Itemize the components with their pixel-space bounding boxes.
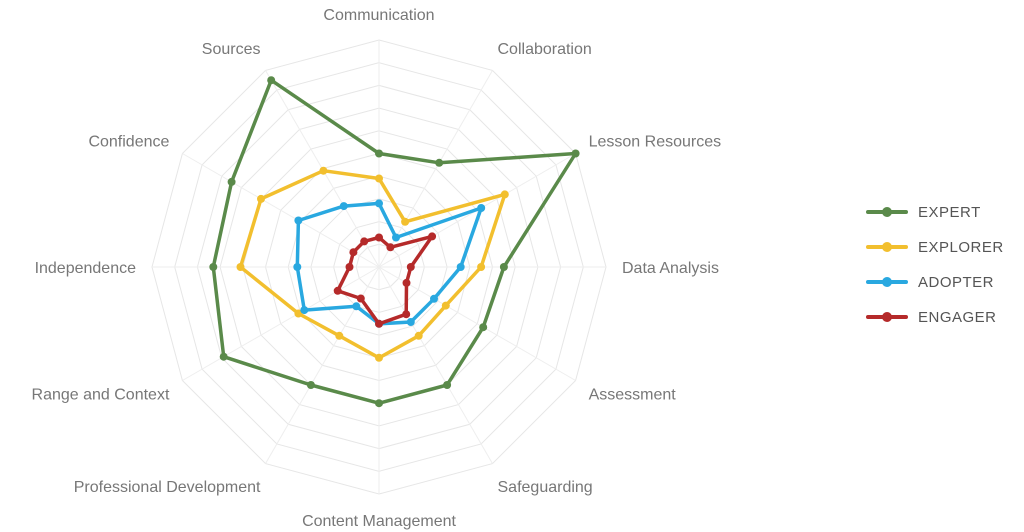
data-point-adopter (300, 306, 309, 315)
data-point-explorer (500, 190, 509, 199)
data-point-adopter (392, 233, 400, 242)
data-point-explorer (375, 353, 383, 362)
legend-label: ADOPTER (918, 273, 995, 291)
data-point-explorer (401, 217, 410, 226)
grid-spoke (378, 266, 493, 464)
data-point-expert (227, 177, 236, 186)
axis-label-confidence: Confidence (88, 134, 169, 151)
data-point-expert (306, 381, 315, 389)
data-point-engager (356, 294, 365, 303)
data-point-explorer (477, 263, 486, 271)
data-point-explorer (441, 301, 450, 310)
data-point-expert (209, 263, 218, 271)
axis-label-range-and-context: Range and Context (32, 387, 170, 404)
legend-label: EXPLORER (918, 238, 1004, 256)
grid-spoke (182, 153, 380, 268)
data-point-expert (375, 149, 383, 158)
data-point-engager (428, 232, 437, 241)
data-point-engager (349, 248, 358, 257)
legend: EXPERT EXPLORER ADOPTER ENGAGER (862, 200, 1022, 340)
radar-grid (151, 39, 607, 495)
axis-label-safeguarding: Safeguarding (498, 479, 593, 496)
axis-label-independence: Independence (35, 260, 137, 277)
legend-swatch (862, 274, 912, 290)
legend-swatch (862, 309, 912, 325)
legend-item-adopter: ADOPTER (862, 270, 1022, 294)
legend-item-explorer: EXPLORER (862, 235, 1022, 259)
data-point-engager (333, 286, 342, 295)
series-adopter (293, 199, 486, 328)
data-point-expert (435, 158, 444, 167)
axis-label-sources: Sources (202, 41, 261, 58)
data-point-adopter (456, 263, 465, 271)
data-point-expert (443, 381, 452, 389)
legend-swatch (862, 204, 912, 220)
data-point-explorer (257, 194, 265, 203)
legend-item-engager: ENGAGER (862, 305, 1022, 329)
data-point-explorer (294, 309, 303, 318)
data-point-expert (219, 352, 228, 361)
data-point-engager (375, 233, 383, 242)
legend-swatch (862, 239, 912, 255)
data-point-adopter (477, 204, 486, 212)
data-point-adopter (352, 302, 361, 311)
data-point-adopter (294, 216, 303, 225)
data-point-adopter (293, 263, 302, 271)
grid-spoke (182, 266, 380, 381)
data-point-explorer (335, 331, 344, 340)
data-point-expert (375, 399, 383, 408)
axis-label-professional-development: Professional Development (74, 479, 261, 496)
axis-label-content-management: Content Management (302, 513, 456, 530)
series-line-expert (211, 78, 578, 405)
legend-label: EXPERT (918, 203, 981, 221)
data-point-engager (402, 278, 411, 287)
data-point-explorer (236, 263, 245, 271)
data-point-adopter (406, 318, 415, 326)
data-point-explorer (319, 166, 328, 175)
data-point-expert (499, 263, 508, 271)
axis-label-lesson-resources: Lesson Resources (589, 134, 722, 151)
data-point-expert (571, 149, 580, 158)
series-explorer (236, 166, 509, 362)
data-point-engager (402, 310, 411, 319)
data-point-expert (267, 76, 276, 85)
series-expert (209, 76, 580, 408)
data-point-adopter (339, 202, 348, 211)
data-point-engager (406, 263, 415, 271)
data-point-engager (375, 319, 383, 328)
data-point-adopter (375, 199, 383, 208)
data-point-engager (386, 243, 395, 252)
series-engager (333, 232, 437, 328)
axis-label-collaboration: Collaboration (498, 41, 592, 58)
data-point-adopter (430, 294, 438, 303)
data-point-expert (479, 323, 488, 332)
radar-series (209, 76, 580, 408)
data-point-explorer (414, 331, 423, 340)
grid-spoke (378, 266, 576, 381)
legend-item-expert: EXPERT (862, 200, 1022, 224)
data-point-engager (360, 237, 369, 246)
legend-label: ENGAGER (918, 308, 997, 326)
data-point-explorer (375, 174, 383, 183)
axis-label-data-analysis: Data Analysis (622, 260, 719, 277)
data-point-engager (345, 263, 354, 271)
axis-label-communication: Communication (323, 7, 434, 24)
axis-labels: Communication Collaboration Lesson Resourc… (32, 7, 722, 530)
axis-label-assessment: Assessment (589, 387, 677, 404)
